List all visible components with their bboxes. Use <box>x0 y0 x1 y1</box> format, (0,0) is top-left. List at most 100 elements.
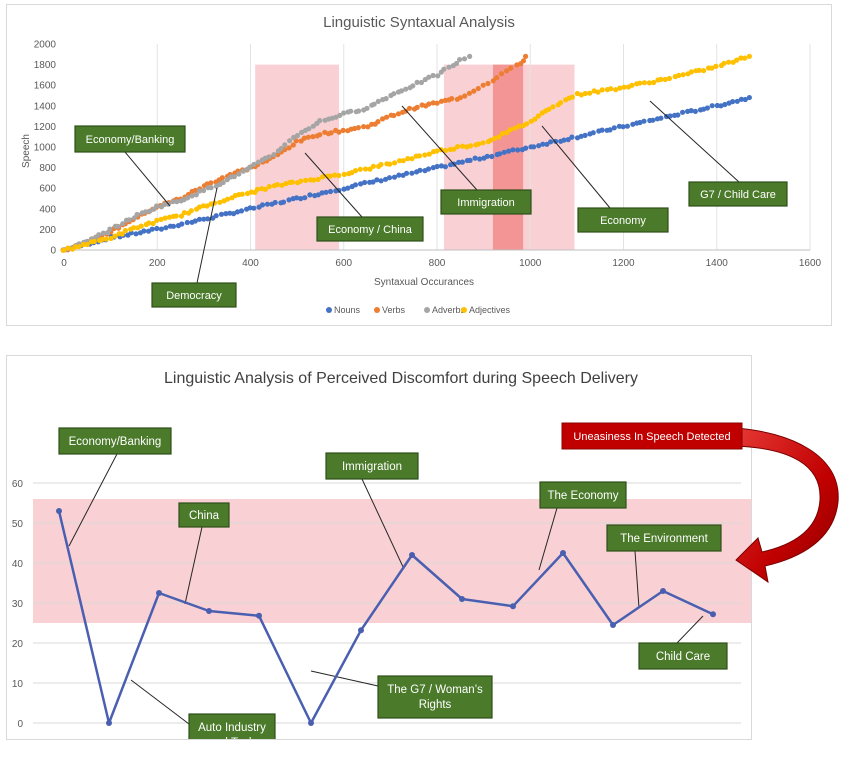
highlight-band <box>523 64 575 250</box>
data-point <box>254 186 260 192</box>
data-point <box>181 210 187 216</box>
data-point <box>205 216 211 222</box>
data-point <box>630 121 636 127</box>
discomfort-chart: 0 10 20 30 40 50 60 Economy/Banking China Immigr… <box>12 370 751 739</box>
data-point <box>184 219 190 226</box>
data-point <box>337 112 343 118</box>
data-point <box>345 185 351 191</box>
data-point <box>156 590 162 596</box>
data-point <box>196 204 202 210</box>
data-point <box>446 64 452 70</box>
data-point <box>80 241 86 248</box>
data-point <box>365 124 371 130</box>
data-point <box>426 151 432 157</box>
annotation-leader-line <box>361 478 405 570</box>
data-point <box>501 149 507 155</box>
data-point <box>106 720 112 726</box>
data-point <box>308 720 314 726</box>
data-point <box>599 127 605 133</box>
annotation-box <box>577 207 669 233</box>
data-point <box>587 90 593 96</box>
y-tick-label: 2000 <box>34 40 57 51</box>
data-point <box>578 133 584 139</box>
data-point <box>395 111 402 117</box>
data-point <box>223 211 229 217</box>
data-point <box>362 166 369 172</box>
data-point <box>259 202 266 208</box>
data-point <box>608 86 614 92</box>
data-point <box>485 80 491 87</box>
data-point <box>115 223 121 229</box>
data-point <box>726 59 732 65</box>
data-point <box>467 157 473 163</box>
data-point <box>462 93 468 99</box>
data-point <box>255 159 262 165</box>
y-tick-label: 60 <box>12 479 24 490</box>
data-point <box>397 158 403 164</box>
data-point <box>680 72 686 78</box>
data-point <box>617 85 623 91</box>
annotation-box <box>316 216 424 242</box>
data-point <box>475 85 481 92</box>
data-point <box>624 123 631 129</box>
data-point <box>508 65 514 71</box>
annotation-leader-line <box>130 679 190 725</box>
data-point <box>416 153 422 159</box>
legend-label: Adjectives <box>469 305 511 315</box>
data-point <box>306 126 312 132</box>
data-point <box>383 96 389 102</box>
data-point <box>189 193 195 199</box>
data-point <box>131 225 137 231</box>
data-point <box>621 84 627 90</box>
data-point <box>578 92 585 98</box>
data-point <box>238 208 245 214</box>
data-point <box>141 228 147 234</box>
data-point <box>498 71 505 77</box>
data-point <box>512 125 518 131</box>
data-point <box>247 164 253 170</box>
data-point <box>122 227 128 234</box>
data-point <box>414 104 420 110</box>
annotation-box <box>688 181 788 207</box>
data-point <box>170 223 177 229</box>
data-point <box>179 221 185 227</box>
x-tick-label: 400 <box>242 258 259 269</box>
data-point <box>400 158 406 164</box>
data-point <box>692 108 699 114</box>
data-point <box>658 115 664 121</box>
data-point <box>133 231 139 237</box>
data-point <box>461 56 468 62</box>
chart-title: Linguistic Syntaxual Analysis <box>323 14 515 31</box>
data-point <box>266 154 272 160</box>
y-axis-label: Speech <box>21 134 32 168</box>
data-point <box>641 80 648 86</box>
data-point <box>480 82 486 88</box>
data-point <box>405 156 411 162</box>
data-point <box>220 179 226 186</box>
data-point <box>675 112 681 118</box>
data-point <box>163 225 169 231</box>
data-point <box>174 199 180 205</box>
data-point <box>375 98 381 104</box>
data-point <box>307 192 313 198</box>
annotation-label: The Economy <box>548 490 619 502</box>
data-point <box>453 60 460 67</box>
annotation-label: Auto Industryand Tech <box>198 722 266 739</box>
data-point <box>227 210 233 216</box>
legend-marker <box>374 307 380 313</box>
data-point <box>417 167 423 173</box>
annotation-label: Immigration <box>457 197 514 209</box>
y-tick-label: 30 <box>12 599 24 610</box>
data-point <box>613 87 619 93</box>
annotation-label: Economy/Banking <box>69 436 162 448</box>
data-point <box>218 211 225 217</box>
data-point <box>310 123 316 129</box>
legend-marker <box>424 307 430 313</box>
data-point <box>742 96 748 103</box>
data-point <box>544 141 550 147</box>
y-tick-label: 1000 <box>34 143 57 154</box>
data-point <box>435 73 441 79</box>
data-point <box>438 163 445 169</box>
annotation-box <box>325 452 419 480</box>
y-tick-label: 1400 <box>34 101 57 112</box>
